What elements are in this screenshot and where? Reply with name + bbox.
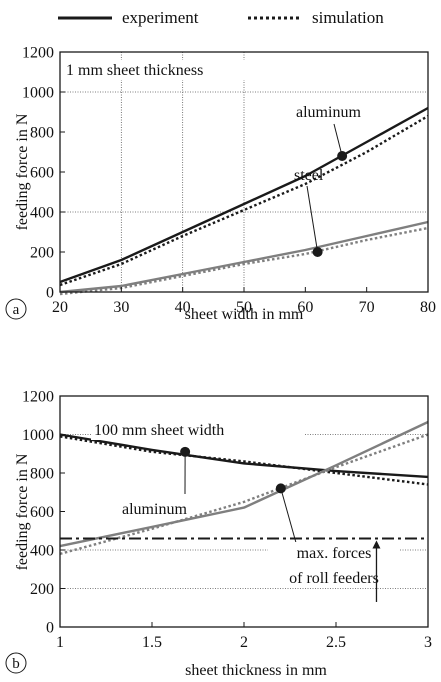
y-tick-label: 0 xyxy=(46,285,54,302)
chart-a-gridlines xyxy=(60,52,428,292)
chart-a-panel-label: a xyxy=(13,302,20,318)
chart-a-frame xyxy=(59,51,429,293)
chart-b-x-ticks: 1 1.5 2 2.5 3 xyxy=(56,622,432,651)
x-tick-label: 1.5 xyxy=(142,634,162,651)
chart-a-panel-badge xyxy=(5,298,27,320)
chart-a-annotation: 1 mm sheet thickness xyxy=(66,62,203,79)
y-tick-label: 800 xyxy=(30,466,54,483)
legend: experiment simulation xyxy=(58,8,384,27)
x-tick-label: 60 xyxy=(297,299,313,316)
chart-a-label-steel: steel xyxy=(294,167,324,184)
y-tick-label: 600 xyxy=(30,504,54,521)
chart-a-y-axis-label: feeding force in N xyxy=(14,113,31,230)
y-tick-label: 400 xyxy=(30,543,54,560)
chart-b-reference-label-line1: max. forces xyxy=(297,545,372,562)
x-tick-label: 70 xyxy=(359,299,375,316)
x-tick-label: 30 xyxy=(113,299,129,316)
x-tick-label: 40 xyxy=(175,299,191,316)
x-tick-label: 80 xyxy=(420,299,436,316)
y-tick-label: 200 xyxy=(30,245,54,262)
series-aluminum-simulation xyxy=(59,435,429,486)
chart-b: 1 1.5 2 2.5 3 0 200 400 600 800 1000 1200 100 mm s… xyxy=(5,389,432,679)
series-aluminum-experiment xyxy=(59,106,429,284)
series-aluminum-experiment xyxy=(59,433,429,479)
chart-a-markers xyxy=(306,123,348,257)
chart-b-y-axis-label: feeding force in N xyxy=(14,453,31,570)
y-tick-label: 0 xyxy=(46,620,54,637)
x-tick-label: 20 xyxy=(52,299,68,316)
y-tick-label: 800 xyxy=(30,125,54,142)
chart-b-label-aluminum: aluminum xyxy=(122,501,187,518)
leader-line xyxy=(306,185,319,253)
x-tick-label: 1 xyxy=(56,634,64,651)
chart-b-frame xyxy=(59,395,429,628)
series-steel-experiment xyxy=(59,420,429,548)
chart-a-y-ticks: 0 200 400 600 800 1000 1200 xyxy=(22,45,65,302)
x-tick-label: 2 xyxy=(240,634,248,651)
chart-b-y-ticks: 0 200 400 600 800 1000 1200 xyxy=(22,389,65,637)
y-tick-label: 600 xyxy=(30,165,54,182)
x-tick-label: 3 xyxy=(424,634,432,651)
y-tick-label: 1200 xyxy=(22,45,54,62)
y-tick-label: 1000 xyxy=(22,85,54,102)
legend-experiment-label: experiment xyxy=(122,8,199,27)
chart-b-annotation-background xyxy=(91,420,305,440)
chart-a-x-ticks: 20 30 40 50 60 70 80 xyxy=(52,287,436,316)
chart-a-annotation-background xyxy=(63,60,255,80)
y-tick-label: 200 xyxy=(30,581,54,598)
series-steel-experiment xyxy=(59,220,429,294)
label-marker-dot xyxy=(337,151,348,161)
chart-a-series xyxy=(59,106,429,296)
x-tick-label: 50 xyxy=(236,299,252,316)
chart-b-x-axis-label: sheet thickness in mm xyxy=(185,662,327,679)
y-tick-label: 1000 xyxy=(22,427,54,444)
chart-b-panel-badge xyxy=(5,652,27,674)
chart-b-series xyxy=(59,420,429,556)
chart-b-markers xyxy=(180,446,301,558)
chart-b-panel-label: b xyxy=(12,656,20,672)
label-marker-dot xyxy=(180,446,191,457)
x-tick-label: 2.5 xyxy=(326,634,346,651)
chart-b-annotation: 100 mm sheet width xyxy=(94,422,224,439)
chart-a-label-aluminum: aluminum xyxy=(296,104,361,121)
y-tick-label: 1200 xyxy=(22,389,54,406)
chart-b-reference-label-line2: of roll feeders xyxy=(289,570,379,587)
series-steel-simulation xyxy=(59,433,429,556)
y-tick-label: 400 xyxy=(30,205,54,222)
leader-line xyxy=(333,123,343,157)
chart-a-x-axis-label: sheet width in mm xyxy=(185,306,304,323)
chart-a: 20 30 40 50 60 70 80 0 200 400 600 800 1000 1200 1 m… xyxy=(5,45,436,323)
label-marker-dot xyxy=(312,247,323,257)
label-marker-dot xyxy=(275,483,286,494)
chart-b-reference-label-background xyxy=(268,542,400,588)
legend-simulation-label: simulation xyxy=(312,8,384,27)
